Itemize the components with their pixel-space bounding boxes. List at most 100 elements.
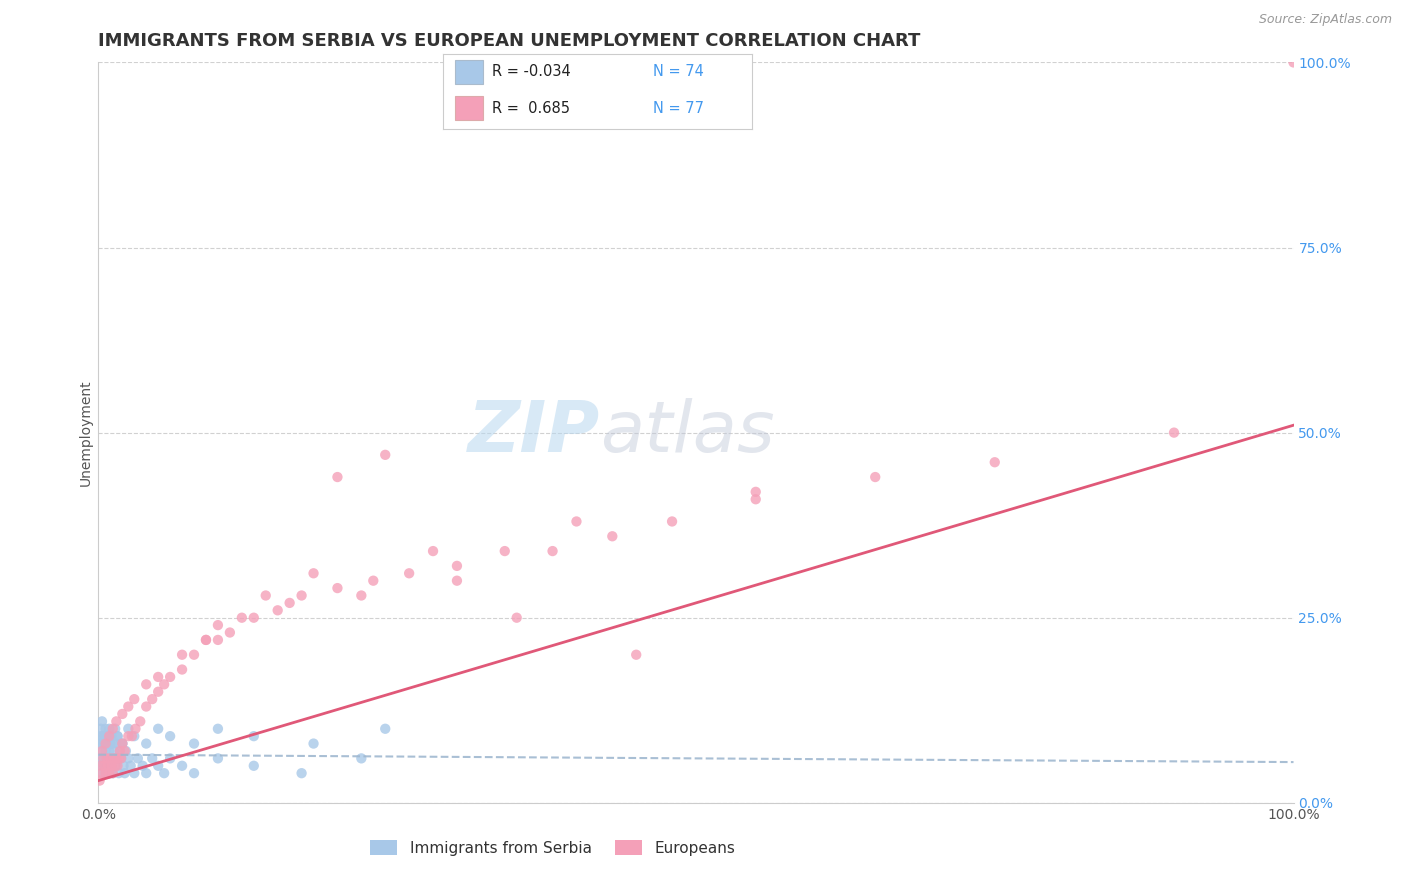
Point (153, 677, 176, 691)
Point (98, 766, 121, 780)
Point (565, 515, 588, 529)
Point (94, 766, 117, 780)
Point (172, 663, 194, 677)
Point (195, 632, 218, 647)
Point (91, 751, 114, 765)
Point (129, 714, 152, 729)
Point (112, 758, 135, 772)
Point (745, 484, 768, 499)
Point (398, 566, 420, 581)
Point (91, 751, 114, 765)
Point (422, 544, 444, 558)
Point (114, 744, 136, 758)
Point (602, 529, 624, 543)
Point (107, 729, 129, 743)
Point (1163, 425, 1185, 440)
Point (90, 722, 112, 736)
Point (91, 766, 114, 780)
Point (326, 470, 349, 484)
Point (101, 766, 124, 780)
Bar (456, 96, 484, 120)
Point (96, 751, 118, 765)
Point (661, 515, 683, 529)
Point (89, 737, 111, 751)
Point (89, 773, 111, 788)
Point (107, 729, 129, 743)
Point (103, 751, 125, 765)
Point (172, 648, 194, 662)
Point (117, 729, 139, 743)
Text: ZIP: ZIP (468, 398, 600, 467)
Point (100, 729, 122, 743)
Point (93, 758, 115, 772)
Text: IMMIGRANTS FROM SERBIA VS EUROPEAN UNEMPLOYMENT CORRELATION CHART: IMMIGRANTS FROM SERBIA VS EUROPEAN UNEMP… (98, 32, 921, 50)
Point (302, 566, 325, 581)
Point (105, 714, 128, 729)
Point (446, 574, 468, 588)
Point (100, 758, 122, 772)
Point (207, 618, 229, 632)
Point (446, 558, 468, 573)
Point (219, 625, 242, 640)
Point (93, 758, 115, 772)
Point (91, 744, 114, 758)
Text: R = -0.034: R = -0.034 (492, 64, 571, 79)
Point (90, 729, 112, 743)
Point (254, 589, 277, 603)
Point (117, 751, 139, 765)
Point (541, 544, 564, 558)
Point (626, 648, 648, 662)
Point (96, 751, 118, 765)
Point (104, 722, 127, 736)
Point (98, 766, 121, 780)
Point (1282, 55, 1305, 70)
Point (104, 751, 127, 765)
Point (120, 758, 142, 772)
Point (103, 744, 125, 758)
Point (111, 737, 134, 751)
Point (278, 596, 301, 610)
Point (159, 729, 181, 743)
Point (108, 744, 131, 758)
Point (100, 758, 122, 772)
Point (207, 722, 229, 736)
Point (98, 722, 121, 736)
Point (98, 751, 122, 765)
Point (159, 670, 181, 684)
Point (267, 603, 290, 617)
Point (124, 692, 146, 706)
Point (98, 729, 121, 743)
Point (91, 714, 114, 729)
Point (90, 758, 112, 772)
Point (94, 766, 117, 780)
Point (104, 758, 127, 772)
Point (745, 492, 768, 507)
Point (183, 766, 205, 780)
Point (108, 744, 131, 758)
Point (131, 758, 153, 772)
Point (124, 729, 146, 743)
Point (96, 729, 118, 743)
Point (363, 574, 385, 588)
Point (114, 766, 136, 780)
Point (94, 744, 117, 758)
Point (124, 766, 146, 780)
Point (350, 589, 373, 603)
Point (90, 758, 112, 772)
Point (148, 670, 170, 684)
Point (111, 737, 134, 751)
Point (97, 758, 120, 772)
Point (105, 751, 128, 765)
Point (110, 751, 132, 765)
Point (93, 729, 115, 743)
Point (207, 751, 229, 765)
Point (94, 722, 117, 736)
Point (350, 751, 373, 765)
Point (98, 729, 122, 743)
Point (291, 766, 314, 780)
Legend: Immigrants from Serbia, Europeans: Immigrants from Serbia, Europeans (364, 834, 741, 862)
Point (326, 581, 349, 595)
Point (243, 758, 266, 772)
Point (98, 751, 122, 765)
Point (89, 751, 111, 765)
